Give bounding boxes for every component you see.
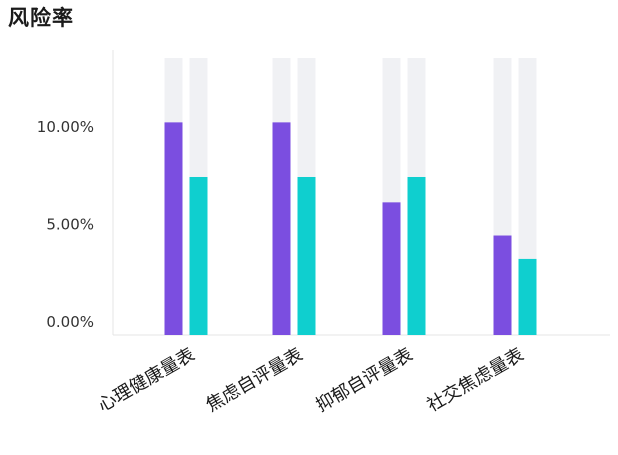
bar bbox=[518, 258, 537, 335]
x-category-label: 社交焦虑量表 bbox=[423, 344, 527, 416]
y-tick-label: 5.00% bbox=[46, 215, 94, 233]
bar bbox=[164, 122, 183, 336]
bar bbox=[407, 176, 426, 335]
x-category-label: 焦虑自评量表 bbox=[202, 344, 306, 416]
bar bbox=[493, 235, 512, 335]
bar bbox=[297, 176, 316, 335]
x-category-label: 抑郁自评量表 bbox=[312, 344, 416, 416]
x-category-labels: 心理健康量表 焦虑自评量表 抑郁自评量表 社交焦虑量表 bbox=[94, 344, 527, 416]
bars bbox=[164, 122, 537, 336]
y-tick-label: 10.00% bbox=[37, 118, 94, 136]
y-tick-label: 0.00% bbox=[46, 313, 94, 331]
bar bbox=[189, 176, 208, 335]
bar bbox=[382, 202, 401, 335]
bar-tracks bbox=[164, 58, 537, 335]
bar bbox=[272, 122, 291, 336]
chart-title: 风险率 bbox=[8, 6, 74, 30]
x-category-label: 心理健康量表 bbox=[94, 344, 198, 416]
y-tick-labels: 0.00% 5.00% 10.00% bbox=[37, 118, 94, 331]
